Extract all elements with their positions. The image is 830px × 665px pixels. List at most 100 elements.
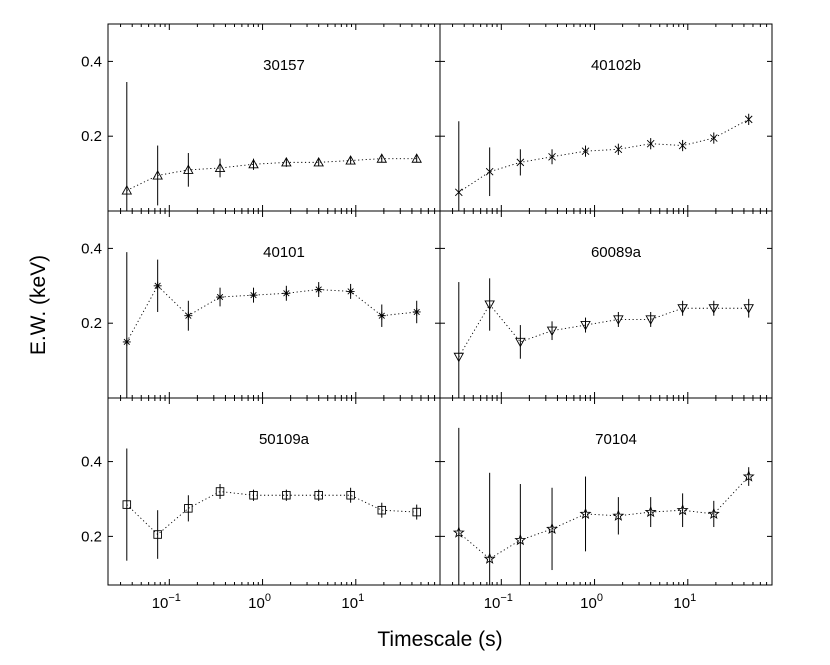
x-tick-base: 10 [248, 595, 265, 612]
data-point-triangle-down [515, 337, 526, 348]
data-point-x [744, 115, 753, 124]
data-point-star [546, 522, 559, 534]
axes-frame-r2c1 [439, 397, 773, 586]
data-point-asterisk [314, 285, 323, 294]
data-point-triangle-down [645, 315, 656, 325]
data-point-triangle-down [613, 315, 624, 325]
x-tick-label: 10−1 [484, 592, 513, 612]
y-tick-label: 0.2 [81, 315, 102, 332]
series-line [126, 491, 417, 536]
data-point-x [516, 158, 525, 167]
data-point-asterisk [377, 311, 386, 320]
data-point-square [215, 487, 225, 496]
x-tick-exponent: −1 [168, 592, 181, 604]
data-point-star [644, 505, 657, 518]
x-tick-exponent: −1 [500, 592, 513, 604]
data-point-star [483, 552, 496, 564]
panel-label: 50109a [259, 431, 310, 448]
axes-border [439, 397, 773, 586]
panel-label: 60089a [591, 244, 642, 261]
x-tick-exponent: 1 [358, 592, 364, 604]
data-point-star [579, 507, 592, 520]
data-point-triangle-up [281, 156, 292, 167]
x-tick-label: 100 [580, 592, 603, 612]
data-point-triangle-down [546, 326, 558, 337]
data-point-triangle-down [677, 304, 688, 314]
data-point-asterisk [184, 311, 193, 320]
y-tick-label: 0.4 [81, 53, 102, 70]
panel-40102b: 40102b [454, 57, 753, 211]
data-point-x [454, 188, 463, 197]
data-point-star [452, 526, 465, 538]
data-point-star [742, 470, 755, 482]
data-point-square [282, 490, 291, 500]
x-tick-label: 101 [673, 592, 696, 612]
data-point-x [485, 167, 494, 176]
y-tick-label: 0.2 [81, 528, 102, 545]
data-point-triangle-up [376, 153, 388, 163]
x-tick-base: 10 [673, 595, 690, 612]
x-tick-label: 100 [248, 592, 271, 612]
x-axis-label: Timescale (s) [377, 628, 502, 651]
data-point-square [153, 530, 162, 539]
data-point-triangle-down [484, 300, 495, 310]
data-point-square [314, 490, 323, 500]
data-point-star [707, 507, 720, 520]
data-point-square [122, 500, 132, 509]
data-point-asterisk [153, 281, 162, 290]
panel-30157: 30157 [121, 57, 422, 211]
data-point-triangle-up [248, 158, 259, 169]
panel-label: 30157 [263, 57, 305, 74]
data-point-x [709, 134, 718, 142]
data-point-triangle-up [183, 164, 194, 174]
data-point-asterisk [282, 289, 291, 298]
data-point-asterisk [122, 337, 131, 346]
panel-40101: 40101 [122, 244, 421, 398]
data-point-triangle-down [580, 321, 591, 331]
x-tick-base: 10 [152, 595, 169, 612]
data-point-triangle-up [152, 170, 163, 180]
panel-70104: 70104 [452, 427, 755, 585]
data-point-asterisk [412, 307, 421, 316]
x-tick-base: 10 [341, 595, 358, 612]
data-point-x [614, 145, 623, 154]
x-tick-exponent: 0 [265, 592, 271, 604]
x-tick-base: 10 [580, 595, 597, 612]
panel-label: 40101 [263, 244, 305, 261]
data-point-asterisk [249, 291, 258, 300]
data-point-star [514, 533, 527, 546]
data-point-triangle-up [121, 185, 133, 195]
data-point-square [249, 490, 258, 500]
series-line [126, 158, 417, 191]
data-point-triangle-down [743, 304, 754, 314]
data-point-asterisk [346, 287, 355, 296]
y-tick-label: 0.4 [81, 240, 102, 257]
data-point-triangle-down [708, 304, 720, 314]
y-axis-label: E.W. (keV) [27, 255, 50, 355]
data-point-x [548, 152, 556, 161]
x-tick-label: 101 [341, 592, 364, 612]
panel-60089a: 60089a [453, 244, 754, 398]
data-point-x [678, 141, 687, 150]
data-point-triangle-up [214, 162, 226, 173]
y-tick-label: 0.2 [81, 128, 102, 145]
data-point-star [612, 509, 625, 521]
series-line [458, 476, 750, 560]
data-point-square [346, 490, 355, 500]
data-point-square [377, 505, 387, 515]
data-point-square [412, 507, 421, 517]
x-tick-base: 10 [484, 595, 501, 612]
panel-label: 40102b [591, 57, 641, 74]
data-point-asterisk [216, 293, 225, 302]
data-point-square [184, 504, 193, 513]
data-point-x [646, 139, 655, 148]
data-point-x [581, 147, 590, 155]
x-tick-exponent: 0 [597, 592, 603, 604]
data-point-star [676, 503, 689, 516]
series-line [458, 303, 749, 358]
data-point-triangle-up [411, 153, 422, 163]
series-line [458, 118, 749, 193]
data-point-triangle-up [345, 155, 356, 165]
y-tick-label: 0.4 [81, 454, 102, 471]
